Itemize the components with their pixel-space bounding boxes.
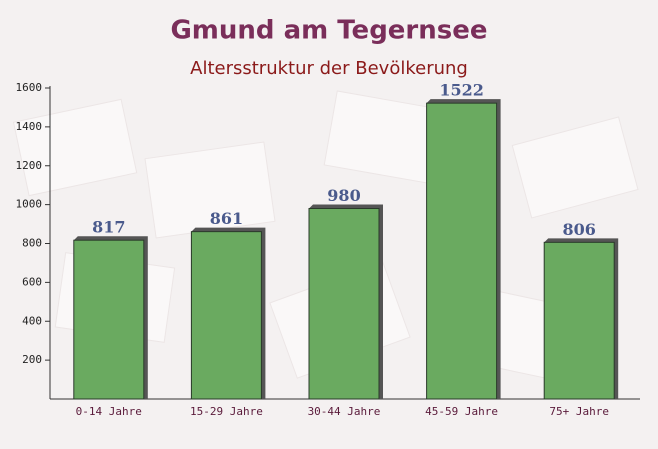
x-tick-label: 30-44 Jahre [308, 405, 381, 418]
bar [73, 239, 145, 400]
y-tick-label: 1600 [16, 81, 43, 94]
chart-subtitle: Altersstruktur der Bevölkerung [190, 58, 468, 79]
bar [426, 102, 498, 400]
x-tick-label: 75+ Jahre [549, 405, 609, 418]
chart-title: Gmund am Tegernsee [170, 16, 487, 46]
value-label: 1522 [439, 81, 484, 100]
bar [308, 208, 380, 400]
x-tick-label: 0-14 Jahre [76, 405, 142, 418]
y-tick-label: 400 [22, 314, 42, 327]
y-tick-label: 1000 [16, 198, 43, 211]
value-label: 980 [327, 186, 360, 205]
y-tick-label: 800 [22, 237, 42, 250]
value-label: 806 [562, 220, 595, 239]
bar [543, 241, 615, 400]
x-tick-label: 45-59 Jahre [425, 405, 498, 418]
y-tick-label: 600 [22, 275, 42, 288]
bar [190, 231, 262, 400]
y-tick-label: 200 [22, 353, 42, 366]
y-tick-label: 1200 [16, 159, 43, 172]
y-tick-label: 1400 [16, 120, 43, 133]
value-label: 817 [92, 218, 125, 237]
value-label: 861 [210, 209, 243, 228]
x-tick-label: 15-29 Jahre [190, 405, 263, 418]
